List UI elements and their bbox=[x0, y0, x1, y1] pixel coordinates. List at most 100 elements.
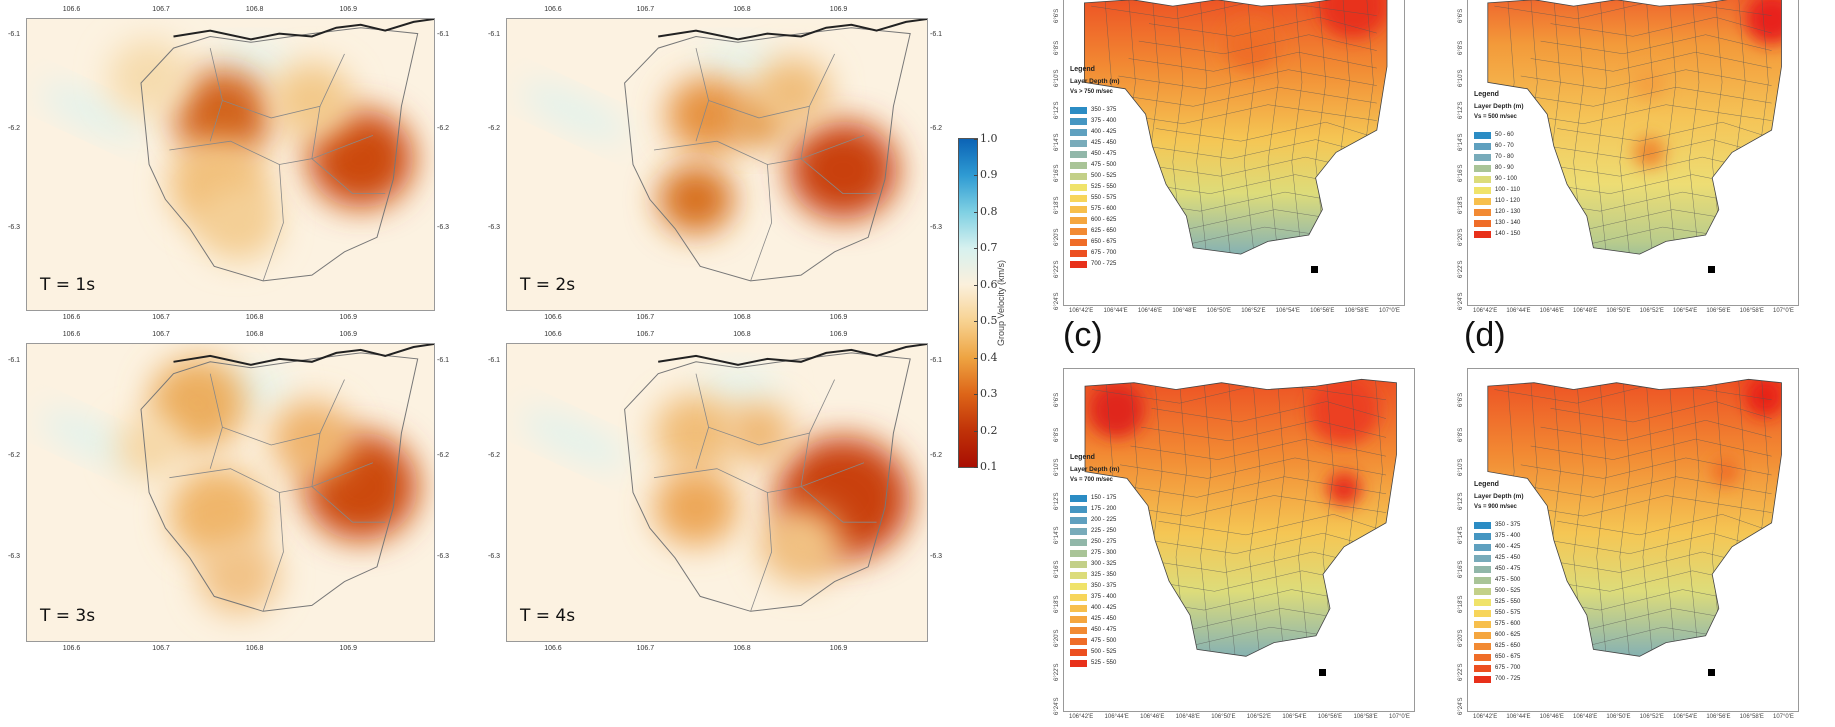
velocity-field-svg bbox=[520, 19, 927, 282]
legend-item: 300 - 325 bbox=[1070, 559, 1119, 570]
lat-tick: 6°16'S bbox=[1054, 164, 1060, 183]
lon-tick: 106°58'E bbox=[1353, 714, 1378, 720]
depth-legend: Legend Layer Depth (m) Vs > 750 m/sec 350 -… bbox=[1070, 66, 1119, 270]
lon-tick: 106°44'E bbox=[1103, 308, 1128, 314]
legend-swatch bbox=[1474, 186, 1491, 194]
legend-item-label: 425 - 450 bbox=[1091, 616, 1117, 622]
district-line bbox=[1322, 379, 1334, 657]
legend-swatch bbox=[1474, 598, 1491, 606]
legend-item: 475 - 500 bbox=[1070, 160, 1119, 171]
legend-item-label: 525 - 550 bbox=[1091, 660, 1117, 666]
lon-tick: 106°52'E bbox=[1246, 714, 1271, 720]
legend-vs-threshold: Vs = 700 m/sec bbox=[1070, 476, 1113, 483]
district-line bbox=[1118, 69, 1377, 90]
lon-tick: 106°54'E bbox=[1275, 308, 1300, 314]
velocity-map-panel: T = 1s 106.6 106.6 106.7 106.7 106.8 106.8 106.… bbox=[8, 6, 449, 321]
district-boundary bbox=[695, 427, 709, 469]
legend-item-label: 140 - 150 bbox=[1495, 231, 1521, 238]
district-line bbox=[1596, 379, 1607, 657]
lon-tick: 106°56'E bbox=[1310, 308, 1335, 314]
legend-item: 150 - 175 bbox=[1070, 493, 1119, 504]
legend-item: 175 - 200 bbox=[1070, 504, 1119, 515]
lat-tick-left: -6.1 bbox=[488, 356, 501, 364]
legend-item: 50 - 60 bbox=[1474, 130, 1523, 141]
legend-item: 475 - 500 bbox=[1474, 575, 1523, 586]
lat-tick: 6°20'S bbox=[1458, 629, 1464, 647]
district-line bbox=[1665, 0, 1677, 255]
district-line bbox=[1510, 476, 1772, 498]
lat-tick-left: -6.3 bbox=[488, 223, 501, 231]
legend-item-label: 200 - 225 bbox=[1091, 517, 1117, 523]
low-anomaly-streak bbox=[520, 410, 628, 468]
velocity-field-svg bbox=[40, 344, 434, 615]
low-anomaly-patch bbox=[696, 45, 780, 81]
lat-tick: 6°12'S bbox=[1054, 492, 1060, 510]
legend-swatch bbox=[1070, 571, 1087, 579]
lat-tick: 6°10'S bbox=[1458, 69, 1464, 88]
legend-item-label: 450 - 475 bbox=[1091, 627, 1117, 633]
colorbar-tick-mark bbox=[974, 248, 978, 250]
legend-item: 120 - 130 bbox=[1474, 207, 1523, 218]
city-outline bbox=[1084, 378, 1397, 657]
district-line bbox=[1520, 69, 1772, 90]
layer-depth-svg bbox=[1487, 378, 1782, 657]
legend-swatch bbox=[1070, 161, 1087, 169]
legend-swatch bbox=[1474, 142, 1491, 150]
lat-tick-left: -6.2 bbox=[488, 124, 501, 132]
lon-tick-bottom: 106.7 bbox=[636, 645, 655, 652]
legend-swatch bbox=[1474, 175, 1491, 183]
legend-swatch bbox=[1474, 554, 1491, 562]
lat-tick-left: -6.2 bbox=[8, 451, 21, 459]
district-line bbox=[1298, 379, 1310, 657]
colorbar-tick: 0.6 bbox=[980, 277, 998, 291]
lat-tick-right: -6.2 bbox=[437, 124, 450, 132]
legend-swatch bbox=[1070, 150, 1087, 158]
lat-tick: 6°20'S bbox=[1054, 629, 1060, 647]
lon-tick: 106°44'E bbox=[1506, 714, 1531, 720]
legend-item: 425 - 450 bbox=[1070, 614, 1119, 625]
scale-marker bbox=[1707, 668, 1715, 676]
lon-tick: 106°50'E bbox=[1206, 308, 1231, 314]
colorbar-tick: 0.5 bbox=[980, 314, 998, 328]
colorbar-tick-mark bbox=[974, 430, 978, 432]
district-boundary bbox=[750, 164, 773, 282]
lon-tick-bottom: 106.6 bbox=[62, 314, 81, 321]
lon-tick-top: 106.8 bbox=[733, 331, 751, 338]
scale-marker bbox=[1318, 668, 1326, 676]
legend-item-label: 500 - 525 bbox=[1091, 173, 1117, 179]
lon-tick: 106°46'E bbox=[1539, 308, 1564, 314]
legend-swatch bbox=[1474, 631, 1491, 639]
lat-tick-right: -6.3 bbox=[437, 223, 450, 231]
district-boundary bbox=[209, 427, 223, 469]
district-boundary bbox=[262, 164, 284, 282]
city-boundary bbox=[140, 27, 419, 282]
velocity-field-svg bbox=[40, 19, 434, 282]
lat-tick-left: -6.1 bbox=[8, 356, 21, 364]
legend-item: 375 - 400 bbox=[1070, 116, 1119, 127]
legend-item: 575 - 600 bbox=[1070, 204, 1119, 215]
district-boundary bbox=[695, 373, 835, 446]
velocity-map-canvas bbox=[26, 343, 435, 642]
velocity-anomaly bbox=[666, 77, 751, 153]
district-boundary bbox=[800, 106, 877, 195]
layer-depth-svg bbox=[1487, 0, 1782, 255]
lat-tick: 6°16'S bbox=[1458, 560, 1464, 579]
velocity-field-svg bbox=[520, 344, 927, 612]
lon-tick: 106°52'E bbox=[1241, 308, 1266, 314]
legend-item-label: 60 - 70 bbox=[1495, 143, 1514, 150]
legend-item: 500 - 525 bbox=[1070, 647, 1119, 658]
legend-item-label: 90 - 100 bbox=[1495, 176, 1518, 183]
legend-item-label: 450 - 475 bbox=[1495, 566, 1521, 573]
district-line bbox=[1494, 0, 1772, 20]
colorbar-tick: 0.7 bbox=[980, 241, 998, 255]
layer-depth-map-frame bbox=[1063, 0, 1405, 306]
lon-tick-bottom: 106.6 bbox=[544, 314, 562, 321]
colorbar-tick-mark bbox=[974, 139, 978, 140]
lat-tick-left: -6.1 bbox=[488, 31, 501, 39]
lon-tick: 107°0'E bbox=[1389, 714, 1410, 720]
legend-swatch bbox=[1070, 139, 1087, 147]
district-line bbox=[1140, 420, 1387, 442]
legend-item-label: 80 - 90 bbox=[1495, 165, 1514, 172]
legend-item-label: 600 - 625 bbox=[1495, 632, 1521, 639]
depth-hotspot bbox=[1712, 457, 1739, 486]
